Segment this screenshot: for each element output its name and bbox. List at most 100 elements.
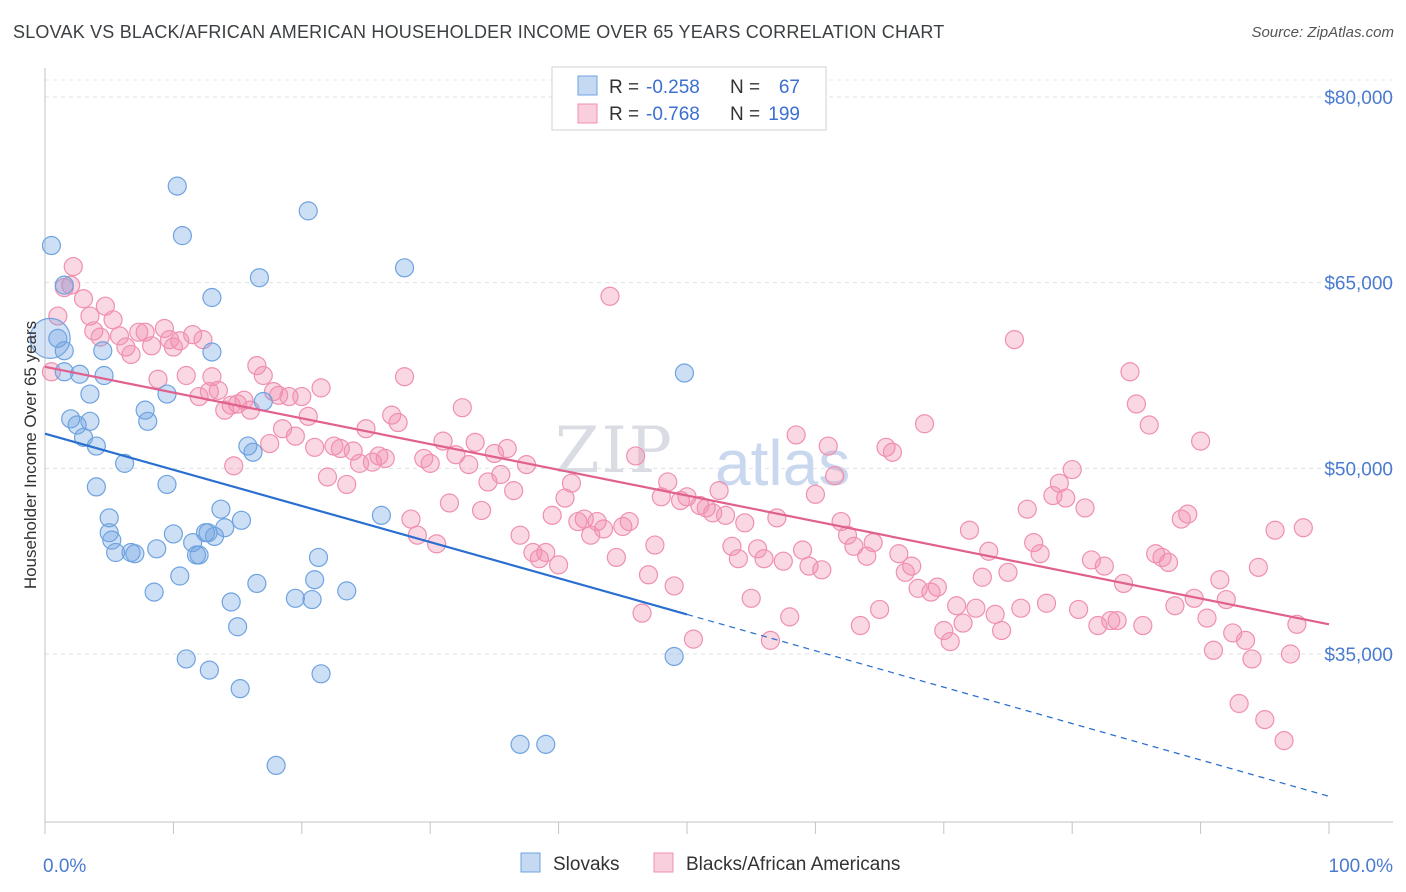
black-point-147 bbox=[959, 520, 980, 540]
black-point-151 bbox=[985, 604, 1005, 624]
legend-bottom-slovaks: Slovaks bbox=[553, 854, 620, 875]
y-tick-labels: $35,000 $50,000 $65,000 $80,000 bbox=[1324, 88, 1393, 666]
black-point-111 bbox=[728, 549, 748, 569]
black-point-177 bbox=[1152, 547, 1172, 568]
black-point-175 bbox=[1139, 415, 1159, 435]
black-point-186 bbox=[1210, 570, 1230, 590]
black-point-14 bbox=[129, 322, 149, 342]
black-point-22 bbox=[176, 365, 196, 386]
black-point-138 bbox=[902, 556, 922, 576]
black-point-129 bbox=[844, 536, 864, 556]
slovak-point-10 bbox=[80, 411, 100, 431]
black-point-198 bbox=[1293, 518, 1313, 538]
black-point-42 bbox=[285, 426, 305, 446]
axes bbox=[44, 68, 1393, 834]
legend-slovak-swatch bbox=[577, 75, 598, 96]
legend-bottom-black-swatch bbox=[653, 852, 674, 873]
y-tick-label-2: $65,000 bbox=[1324, 274, 1393, 295]
black-point-178 bbox=[1158, 552, 1179, 573]
black-point-46 bbox=[311, 378, 331, 398]
x-tick-label-max: 100.0% bbox=[1329, 856, 1394, 877]
black-point-159 bbox=[1036, 593, 1057, 613]
black-point-63 bbox=[420, 453, 440, 473]
black-point-97 bbox=[638, 565, 659, 585]
slovak-point-15 bbox=[99, 508, 119, 528]
black-points bbox=[41, 256, 1313, 751]
black-point-149 bbox=[972, 567, 992, 587]
slovak-point-54 bbox=[285, 588, 305, 608]
watermark-atlas: atlas bbox=[715, 427, 850, 499]
slovak-point-22 bbox=[135, 400, 155, 420]
black-point-108 bbox=[709, 481, 729, 501]
black-point-185 bbox=[1203, 640, 1224, 660]
black-point-118 bbox=[773, 551, 793, 571]
black-point-128 bbox=[837, 525, 858, 545]
black-point-126 bbox=[825, 466, 845, 486]
black-point-38 bbox=[263, 381, 284, 402]
black-point-36 bbox=[253, 365, 273, 386]
black-point-116 bbox=[760, 630, 781, 650]
slovak-point-6 bbox=[67, 415, 87, 435]
black-point-112 bbox=[735, 513, 755, 533]
black-point-57 bbox=[382, 405, 402, 425]
slovak-point-56 bbox=[302, 589, 322, 610]
black-point-85 bbox=[561, 473, 582, 493]
slovak-point-9 bbox=[80, 384, 100, 404]
trend-lines bbox=[44, 365, 1330, 797]
black-point-135 bbox=[882, 442, 903, 462]
black-point-59 bbox=[394, 367, 415, 387]
black-point-113 bbox=[741, 588, 761, 608]
slovak-point-24 bbox=[144, 582, 164, 602]
black-point-165 bbox=[1075, 498, 1095, 518]
black-point-45 bbox=[305, 437, 325, 457]
black-point-152 bbox=[991, 620, 1012, 641]
black-point-115 bbox=[754, 549, 774, 569]
black-point-76 bbox=[504, 481, 524, 501]
slovak-point-48 bbox=[238, 436, 258, 456]
black-point-170 bbox=[1107, 610, 1127, 631]
chart-title: SLOVAK VS BLACK/AFRICAN AMERICAN HOUSEHO… bbox=[13, 22, 945, 42]
slovak-point-28 bbox=[163, 524, 183, 544]
slovak-point-39 bbox=[202, 287, 222, 308]
black-point-50 bbox=[337, 474, 357, 495]
slovak-point-55 bbox=[298, 201, 318, 221]
slovak-point-40 bbox=[202, 342, 222, 362]
slovak-point-57 bbox=[305, 570, 325, 590]
black-point-139 bbox=[908, 578, 928, 598]
black-point-3 bbox=[61, 275, 81, 295]
slovak-point-1 bbox=[48, 328, 68, 348]
black-point-193 bbox=[1255, 710, 1275, 730]
black-point-119 bbox=[780, 607, 800, 627]
slovak-point-42 bbox=[211, 499, 231, 519]
slovak-point-large bbox=[29, 317, 71, 359]
black-point-156 bbox=[1017, 499, 1037, 519]
y-tick-label-3: $80,000 bbox=[1324, 88, 1393, 109]
slovak-points bbox=[29, 176, 695, 776]
black-point-143 bbox=[934, 620, 954, 641]
slovak-point-4 bbox=[54, 275, 74, 295]
legend-n-label-1: N = bbox=[730, 77, 760, 98]
slovak-point-27 bbox=[157, 474, 177, 495]
black-point-90 bbox=[593, 519, 614, 539]
slovak-point-53 bbox=[266, 755, 286, 776]
black-point-141 bbox=[921, 582, 941, 602]
slovak-point-66 bbox=[510, 734, 530, 754]
black-point-60 bbox=[401, 509, 421, 529]
black-point-130 bbox=[850, 615, 870, 636]
black-point-121 bbox=[792, 540, 813, 560]
black-point-191 bbox=[1242, 649, 1262, 669]
black-point-31 bbox=[224, 456, 244, 476]
slovak-point-25 bbox=[147, 539, 167, 559]
black-point-83 bbox=[548, 555, 569, 575]
black-point-81 bbox=[536, 542, 556, 563]
slovak-point-32 bbox=[176, 649, 196, 669]
black-point-154 bbox=[1004, 330, 1025, 350]
black-point-44 bbox=[298, 406, 318, 426]
black-point-124 bbox=[812, 560, 832, 580]
slovak-point-63 bbox=[664, 646, 684, 667]
black-point-77 bbox=[510, 525, 530, 545]
black-point-181 bbox=[1178, 504, 1198, 524]
black-point-89 bbox=[587, 511, 607, 532]
black-point-95 bbox=[626, 446, 646, 466]
slovak-point-49 bbox=[243, 442, 263, 462]
